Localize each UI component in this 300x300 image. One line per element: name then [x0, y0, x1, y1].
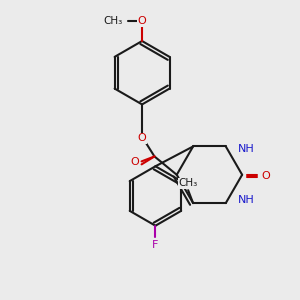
Text: O: O	[138, 16, 146, 26]
Text: CH₃: CH₃	[178, 178, 198, 188]
Text: NH: NH	[238, 195, 254, 205]
Text: CH₃: CH₃	[103, 16, 122, 26]
Text: NH: NH	[238, 144, 254, 154]
Text: O: O	[138, 133, 146, 143]
Text: F: F	[152, 239, 159, 250]
Text: O: O	[130, 158, 139, 167]
Text: O: O	[262, 171, 270, 181]
